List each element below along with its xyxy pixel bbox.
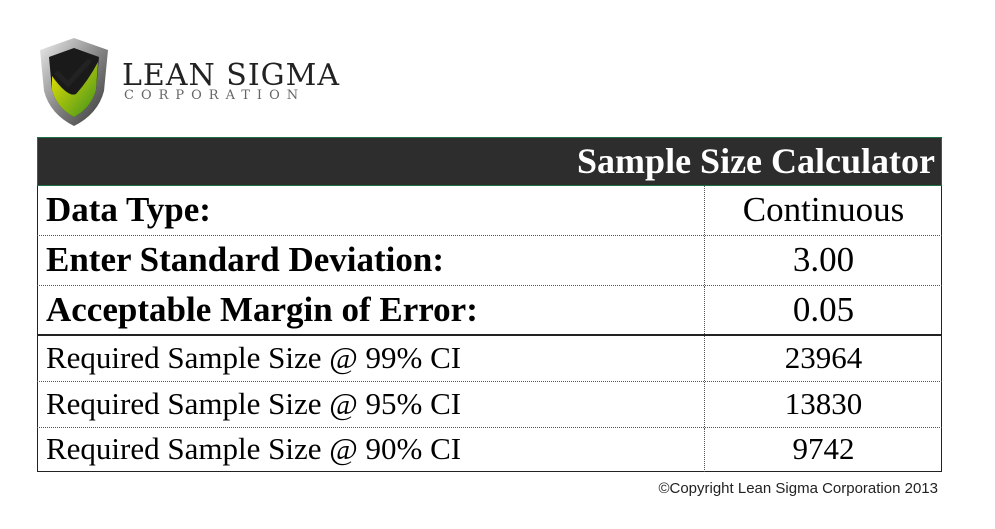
table-title: Sample Size Calculator [37, 137, 942, 186]
cell-value: 0.05 [792, 290, 855, 329]
cell-value: Continuous [742, 190, 905, 229]
table-row: Required Sample Size @ 99% CI 23964 [37, 336, 942, 382]
cell-label: Required Sample Size @ 99% CI [37, 336, 705, 381]
cell-label: Acceptable Margin of Error: [37, 286, 705, 334]
logo-name: LEAN SIGMA [122, 58, 341, 93]
cell-value: 13830 [784, 386, 863, 421]
cell-label: Required Sample Size @ 90% CI [37, 428, 705, 472]
cell-value: 9742 [792, 431, 855, 466]
cell-label: Enter Standard Deviation: [37, 236, 705, 285]
cell-label: Required Sample Size @ 95% CI [37, 382, 705, 427]
cell-value: 3.00 [792, 240, 855, 279]
logo-shield [40, 38, 108, 126]
table-row: Acceptable Margin of Error: 0.05 [37, 286, 942, 336]
table-row: Enter Standard Deviation: 3.00 [37, 236, 942, 286]
table-row: Required Sample Size @ 95% CI 13830 [37, 382, 942, 428]
cell-value: 23964 [784, 340, 863, 375]
logo-sub: CORPORATION [124, 88, 306, 103]
table-row: Required Sample Size @ 90% CI 9742 [37, 428, 942, 472]
table-row: Data Type: Continuous [37, 186, 942, 236]
cell-label: Data Type: [37, 186, 705, 235]
copyright: ©Copyright Lean Sigma Corporation 2013 [658, 480, 938, 497]
